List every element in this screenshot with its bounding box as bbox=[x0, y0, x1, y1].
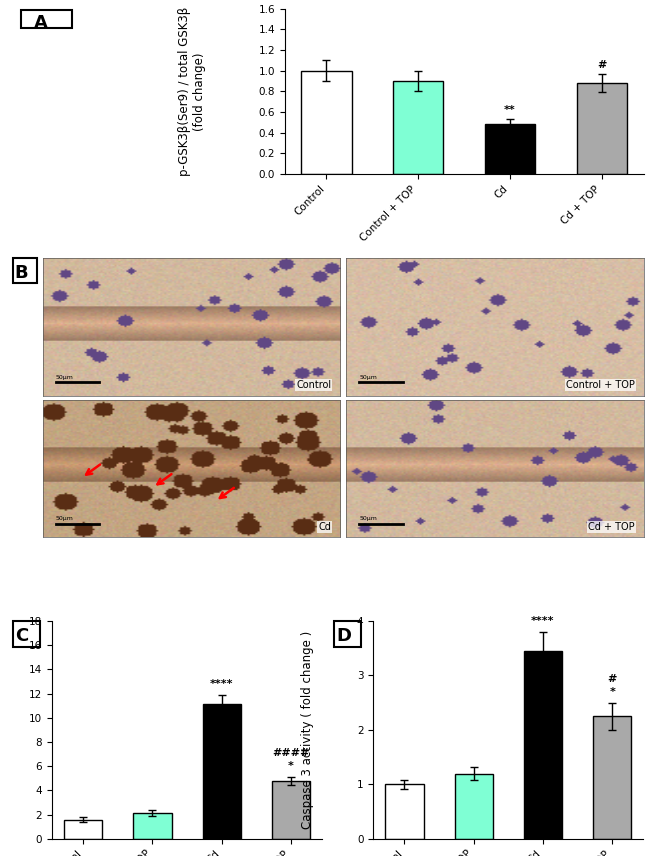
Text: Cd + TOP: Cd + TOP bbox=[588, 521, 634, 532]
Text: *: * bbox=[288, 761, 294, 771]
Bar bbox=[13, 259, 37, 283]
Text: 50μm: 50μm bbox=[56, 516, 73, 521]
Text: ****: **** bbox=[531, 616, 554, 627]
Bar bbox=[301, 71, 352, 174]
Text: B: B bbox=[14, 264, 28, 282]
Bar bbox=[21, 10, 72, 28]
Y-axis label: Caspase 3 activity ( fold change ): Caspase 3 activity ( fold change ) bbox=[301, 631, 314, 829]
Text: A: A bbox=[34, 14, 47, 32]
Bar bbox=[524, 651, 562, 839]
Bar bbox=[334, 621, 361, 647]
Bar bbox=[13, 621, 40, 647]
Bar bbox=[385, 784, 424, 839]
Text: #: # bbox=[597, 60, 606, 69]
Bar bbox=[272, 781, 310, 839]
Text: C: C bbox=[15, 627, 29, 645]
Text: Control + TOP: Control + TOP bbox=[566, 380, 634, 390]
Bar bbox=[577, 83, 627, 174]
Text: #: # bbox=[608, 675, 617, 684]
Bar bbox=[393, 81, 443, 174]
Text: ####: #### bbox=[272, 748, 309, 758]
Text: 50μm: 50μm bbox=[359, 516, 377, 521]
Text: Control: Control bbox=[296, 380, 332, 390]
Bar bbox=[203, 704, 240, 839]
Text: *: * bbox=[609, 687, 615, 698]
Y-axis label: p-GSK3β(Ser9) / total GSK3β
(fold change): p-GSK3β(Ser9) / total GSK3β (fold change… bbox=[177, 7, 206, 176]
Bar bbox=[593, 716, 631, 839]
Text: D: D bbox=[336, 627, 352, 645]
Bar bbox=[454, 774, 493, 839]
Text: 50μm: 50μm bbox=[56, 375, 73, 380]
Text: 50μm: 50μm bbox=[359, 375, 377, 380]
Bar bbox=[64, 819, 102, 839]
Bar bbox=[485, 124, 536, 174]
Text: ****: **** bbox=[210, 680, 233, 689]
Bar bbox=[133, 813, 172, 839]
Text: Cd: Cd bbox=[318, 521, 332, 532]
Text: **: ** bbox=[504, 105, 516, 116]
